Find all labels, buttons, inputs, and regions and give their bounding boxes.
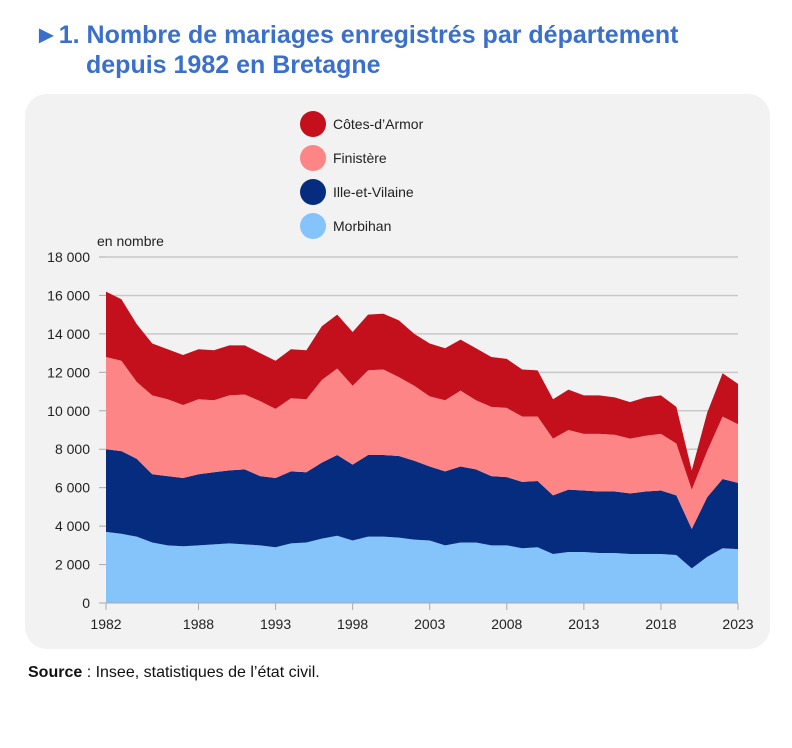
legend-swatch xyxy=(300,111,326,137)
legend-swatch xyxy=(300,145,326,171)
y-tick-label: 14 000 xyxy=(47,326,90,342)
legend-label: Côtes-d’Armor xyxy=(333,116,424,132)
y-tick-label: 0 xyxy=(82,595,90,611)
x-tick-label: 1998 xyxy=(337,616,368,632)
y-tick-label: 4 000 xyxy=(55,518,90,534)
legend-label: Morbihan xyxy=(333,218,391,234)
y-tick-label: 2 000 xyxy=(55,557,90,573)
x-tick-label: 2013 xyxy=(568,616,599,632)
x-tick-label: 1988 xyxy=(183,616,214,632)
y-tick-label: 6 000 xyxy=(55,480,90,496)
area-finist-re xyxy=(106,356,738,529)
x-tick-label: 1982 xyxy=(90,616,121,632)
y-tick-label: 18 000 xyxy=(47,249,90,265)
title-marker: ► xyxy=(34,21,59,49)
legend-label: Ille-et-Vilaine xyxy=(333,184,414,200)
y-tick-label: 8 000 xyxy=(55,441,90,457)
legend-swatch xyxy=(300,179,326,205)
x-tick-label: 2018 xyxy=(645,616,676,632)
legend-swatch xyxy=(300,213,326,239)
y-axis-label: en nombre xyxy=(97,233,164,249)
x-tick-label: 2023 xyxy=(722,616,753,632)
source-note: Source : Insee, statistiques de l’état c… xyxy=(28,664,320,682)
x-tick-label: 2008 xyxy=(491,616,522,632)
y-tick-label: 12 000 xyxy=(47,364,90,380)
y-tick-label: 16 000 xyxy=(47,287,90,303)
area-ille-et-vilaine xyxy=(106,449,738,569)
source-text: : Insee, statistiques de l’état civil. xyxy=(82,664,320,681)
y-tick-label: 10 000 xyxy=(47,403,90,419)
chart-title: ►1. Nombre de mariages enregistrés par d… xyxy=(34,20,678,80)
legend-label: Finistère xyxy=(333,150,387,166)
source-label: Source xyxy=(28,664,83,681)
title-line-1: 1. Nombre de mariages enregistrés par dé… xyxy=(58,21,679,49)
area-morbihan xyxy=(106,531,738,603)
title-line-2: depuis 1982 en Bretagne xyxy=(86,51,381,79)
x-tick-label: 1993 xyxy=(260,616,291,632)
x-tick-label: 2003 xyxy=(414,616,445,632)
area-c-tes-d-armor xyxy=(106,291,738,490)
